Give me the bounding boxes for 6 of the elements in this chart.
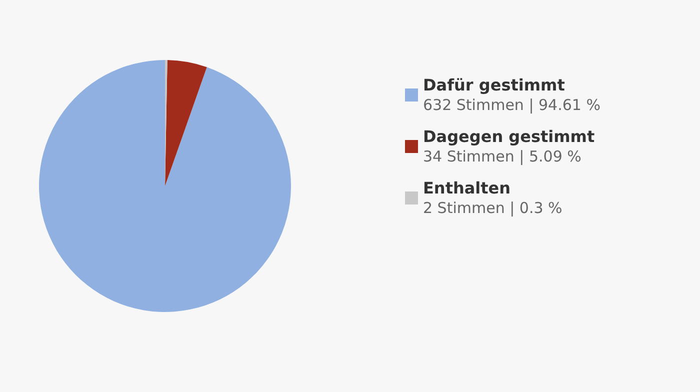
legend-label: Dafür gestimmt [423, 76, 566, 94]
legend-label: Enthalten [423, 178, 511, 198]
data-label: 34 Stimmen | 5.09 % [423, 148, 582, 166]
data-label: 632 Stimmen | 94.61 % [423, 96, 600, 114]
data-label: 2 Stimmen | 0.3 % [423, 199, 562, 217]
legend-label: Dagegen gestimmt [423, 127, 595, 146]
